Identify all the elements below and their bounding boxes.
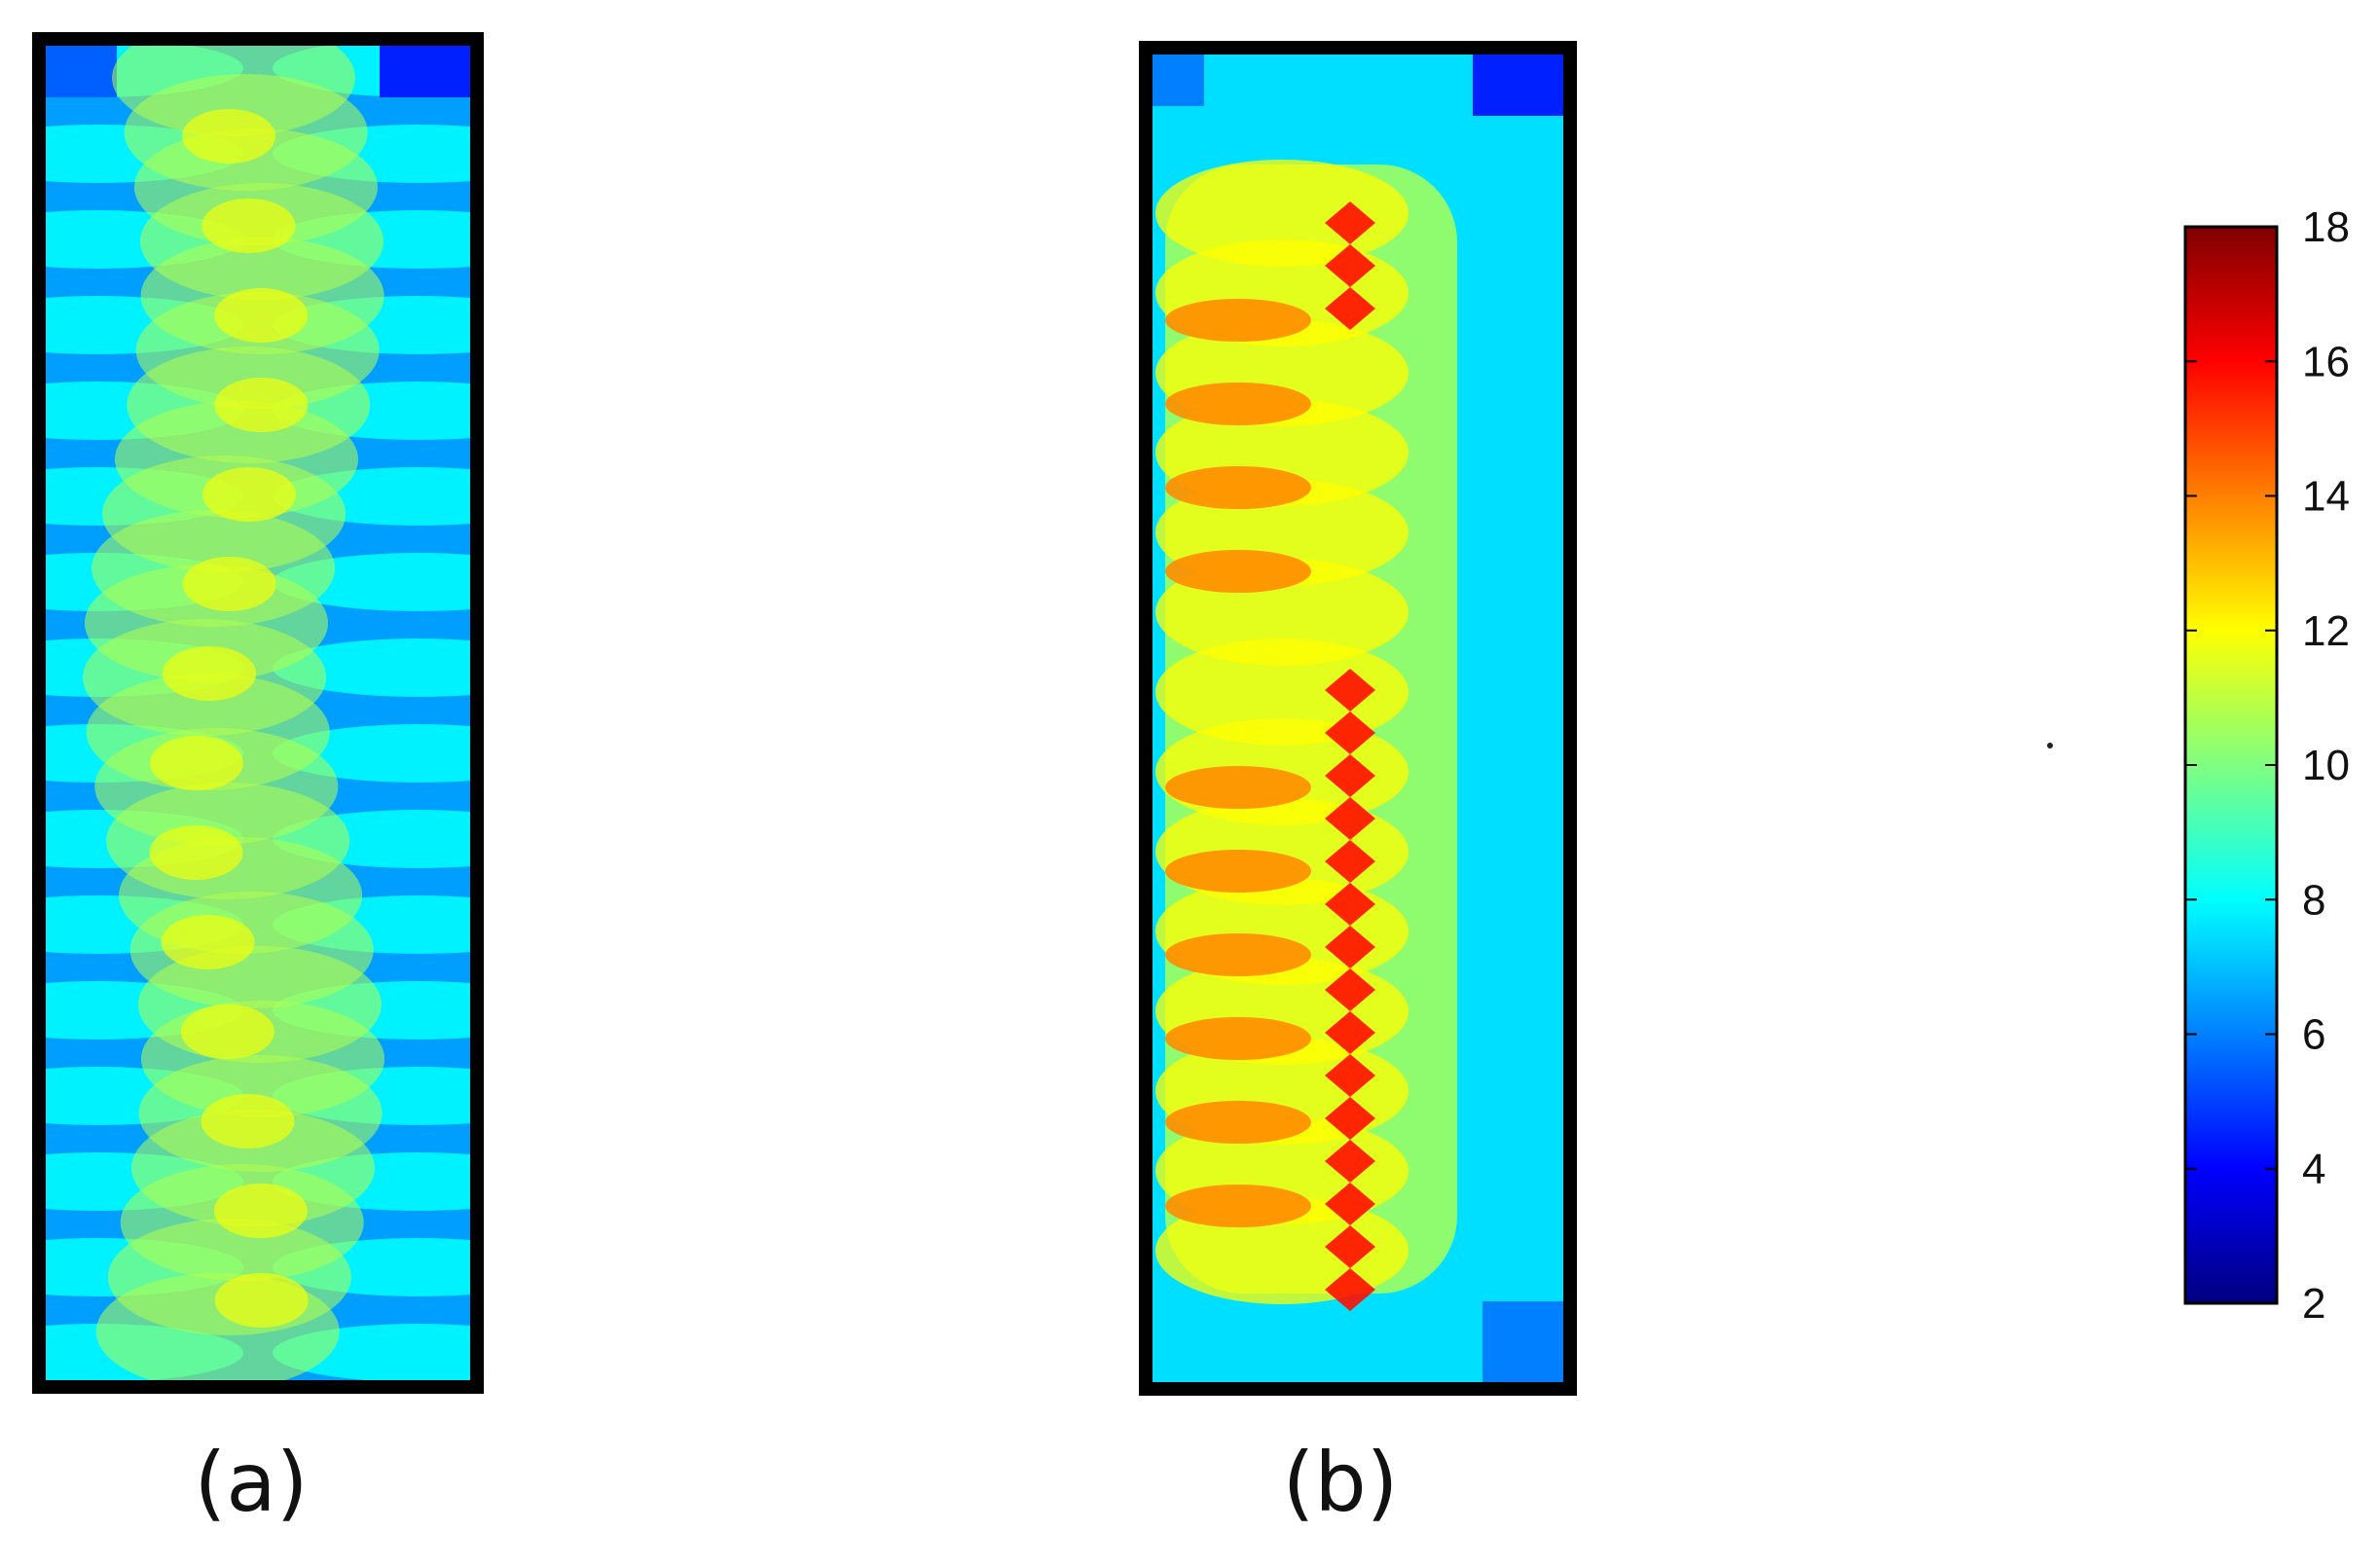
- stray-dot: [2047, 743, 2053, 748]
- panel-caption-b: (b): [1283, 1435, 1399, 1530]
- heatmap-corner-b: [1482, 1301, 1570, 1389]
- heatmap-hotspot-b: [1165, 299, 1311, 342]
- heatmap-hotspot-b: [1165, 550, 1311, 593]
- heatmap-hotspot-b: [1165, 1185, 1311, 1227]
- heatmap-field-a: [39, 39, 477, 1387]
- colorbar-tick-label: 14: [2302, 473, 2350, 521]
- heatmap-hotspot-a: [201, 1094, 295, 1149]
- heatmap-hotspot-a: [214, 288, 309, 343]
- heatmap-peak-b: [1325, 926, 1375, 968]
- colorbar-ramp: [2183, 225, 2279, 1305]
- heatmap-panel-a: [32, 32, 484, 1394]
- heatmap-hotspot-a: [214, 1273, 309, 1328]
- heatmap-hotspot-a: [149, 825, 243, 880]
- colorbar-tick-label: 2: [2302, 1280, 2325, 1328]
- heatmap-peak-b: [1325, 1140, 1375, 1183]
- heatmap-corner-b: [1473, 48, 1570, 116]
- colorbar-tick-label: 16: [2302, 338, 2350, 385]
- heatmap-hotspot-a: [182, 109, 275, 164]
- heatmap-peak-b: [1325, 840, 1375, 883]
- heatmap-frame-b: [1139, 41, 1577, 1396]
- colorbar: 2 4 6 8 10 12 14 16 18: [2183, 203, 2350, 1328]
- heatmap-hotspot-a: [180, 1004, 274, 1059]
- heatmap-peak-b: [1325, 1225, 1375, 1268]
- heatmap-hotspot-b: [1165, 1017, 1311, 1060]
- colorbar-tick-label: 6: [2302, 1011, 2325, 1059]
- heatmap-peak-b: [1325, 287, 1375, 330]
- heatmap-hotspot-a: [162, 646, 256, 701]
- colorbar-tick-label: 12: [2302, 607, 2350, 655]
- heatmap-hotspot-a: [161, 915, 255, 969]
- colorbar-tick-label: 10: [2302, 742, 2350, 789]
- heatmap-peak-b: [1325, 754, 1375, 797]
- heatmap-peak-b: [1325, 1183, 1375, 1225]
- heatmap-peak-b: [1325, 244, 1375, 287]
- heatmap-corner-a: [380, 39, 477, 97]
- heatmap-hotspot-b: [1165, 850, 1311, 893]
- heatmap-hotspot-a: [214, 378, 309, 432]
- heatmap-peak-b: [1325, 883, 1375, 926]
- heatmap-hotspot-a: [213, 1184, 308, 1238]
- heatmap-hotspot-a: [201, 199, 296, 253]
- heatmap-hotspot-a: [201, 467, 296, 522]
- heatmap-hotspot-b: [1165, 466, 1311, 509]
- heatmap-corner-b: [1146, 48, 1204, 106]
- heatmap-peak-b: [1325, 201, 1375, 244]
- heatmap-corner-a: [39, 39, 117, 97]
- colorbar-tick-label: 18: [2302, 203, 2350, 251]
- heatmap-peak-b: [1325, 669, 1375, 711]
- heatmap-panel-b: [1139, 41, 1577, 1396]
- colorbar-ticks: 2 4 6 8 10 12 14 16 18: [2185, 203, 2350, 1328]
- heatmap-frame-a: [32, 32, 484, 1394]
- colorbar-tick-label: 8: [2302, 876, 2325, 924]
- heatmap-peak-b: [1325, 1097, 1375, 1140]
- heatmap-peak-b: [1325, 711, 1375, 754]
- heatmap-hotspot-b: [1165, 1101, 1311, 1144]
- colorbar-tick-label: 4: [2302, 1146, 2325, 1193]
- heatmap-peak-b: [1325, 1054, 1375, 1097]
- heatmap-hotspot-b: [1165, 766, 1311, 809]
- heatmap-peak-b: [1325, 1268, 1375, 1311]
- heatmap-field-b: [1146, 48, 1570, 1389]
- heatmap-peak-b: [1325, 797, 1375, 840]
- heatmap-hotspot-a: [149, 736, 243, 790]
- heatmap-hotspot-a: [182, 557, 276, 611]
- panel-caption-a: (a): [194, 1435, 308, 1530]
- heatmap-hotspot-b: [1165, 933, 1311, 976]
- heatmap-peak-b: [1325, 1011, 1375, 1054]
- heatmap-peak-b: [1325, 968, 1375, 1011]
- heatmap-hotspot-b: [1165, 383, 1311, 425]
